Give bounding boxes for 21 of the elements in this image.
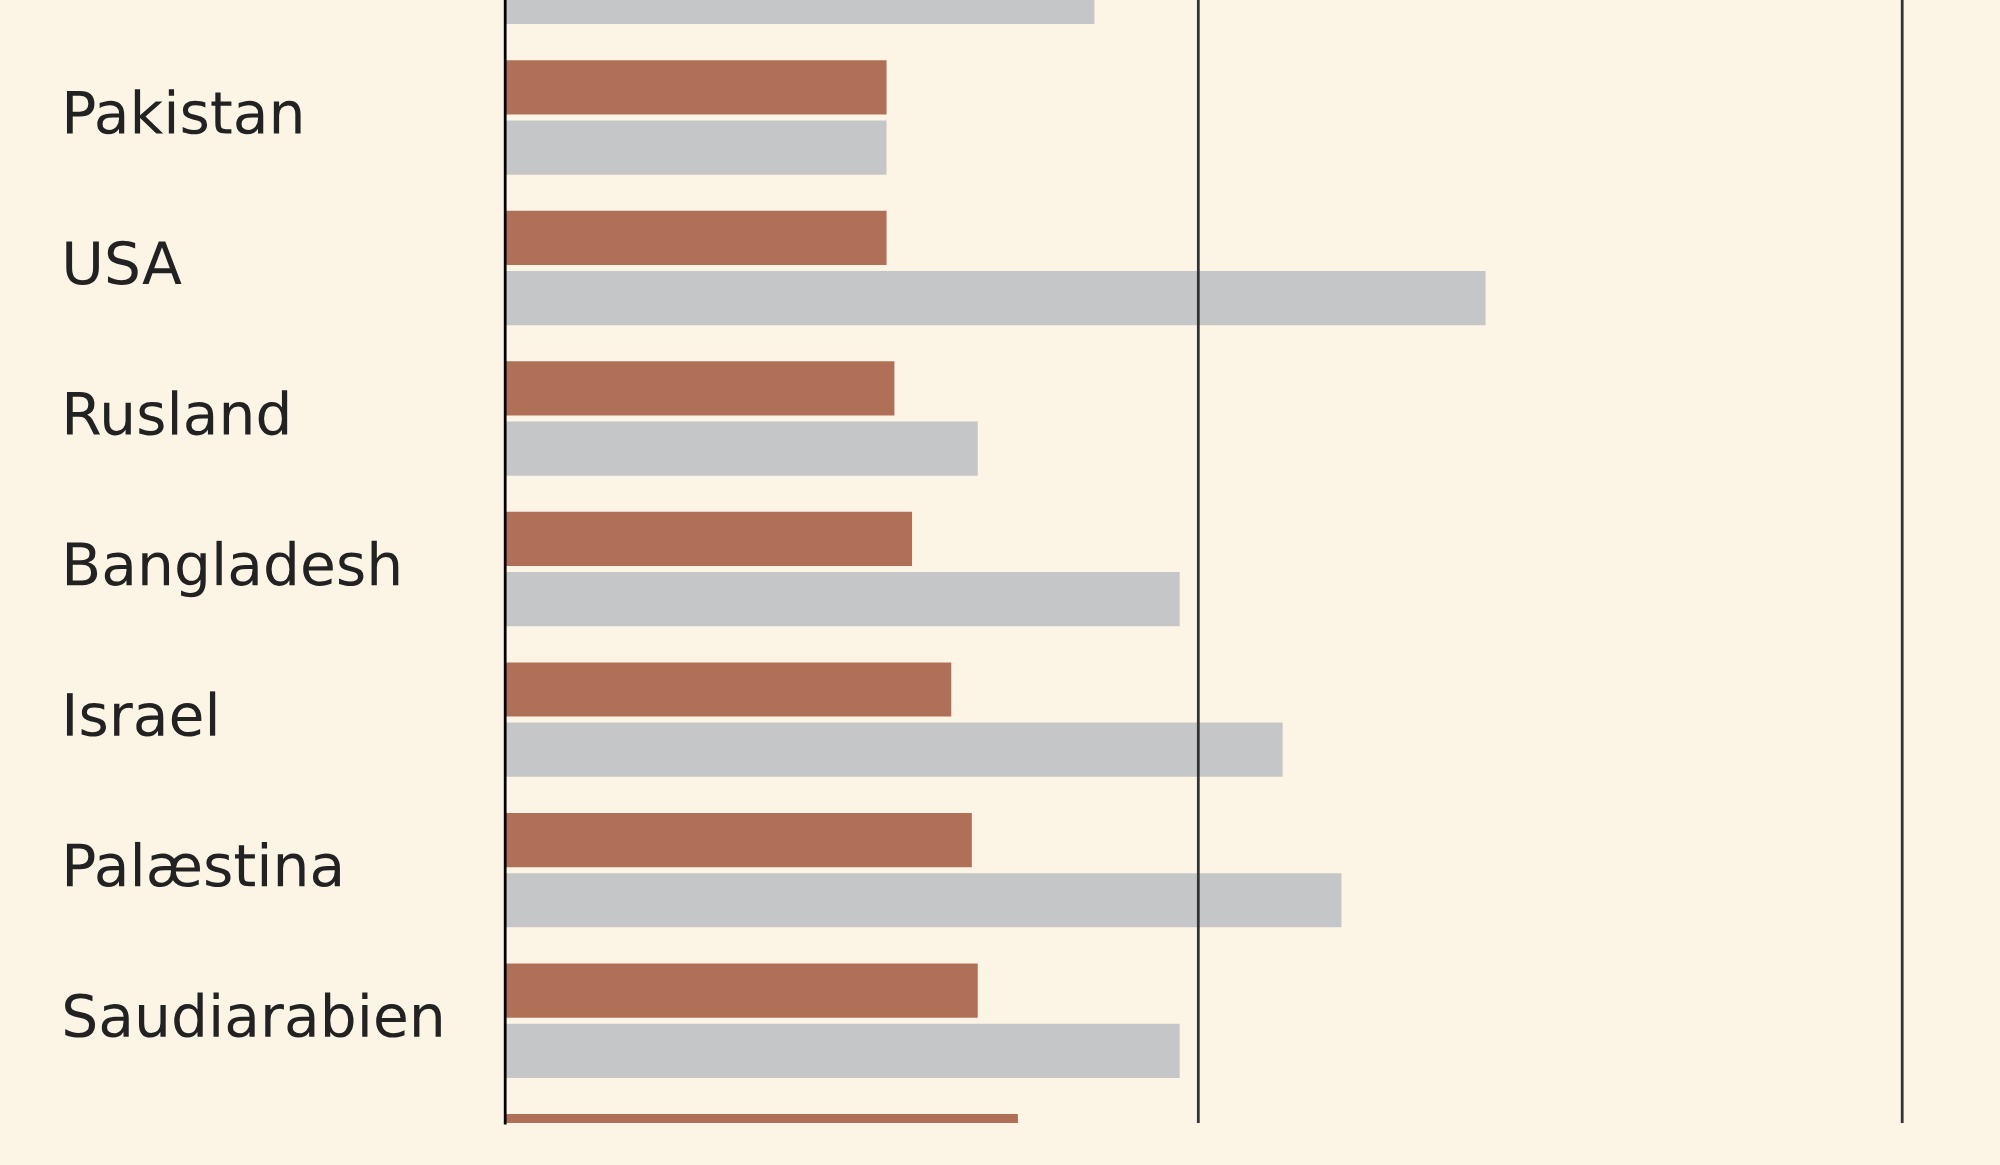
bar (505, 873, 1342, 928)
bar (505, 1023, 1180, 1078)
bar (505, 421, 978, 476)
bar (505, 270, 1486, 326)
bar (505, 572, 1180, 627)
bar (505, 722, 1283, 777)
bar (505, 60, 887, 115)
y-tick-label: Israel (66, 691, 216, 737)
bar (505, 120, 887, 175)
bar (505, 361, 895, 416)
y-tick-label: Bangladesh (66, 540, 399, 598)
bar (505, 812, 972, 868)
bar (505, 963, 978, 1018)
bar (505, 662, 952, 717)
y-tick-label: Rusland (66, 390, 288, 436)
y-tick-label: Palæstina (66, 841, 340, 888)
y-tick-label: Saudiarabien (65, 992, 441, 1038)
bar (505, 210, 887, 265)
y-tick-label: USA (66, 240, 182, 285)
bar (505, 511, 913, 567)
y-tick-label: Pakistan (66, 89, 301, 135)
